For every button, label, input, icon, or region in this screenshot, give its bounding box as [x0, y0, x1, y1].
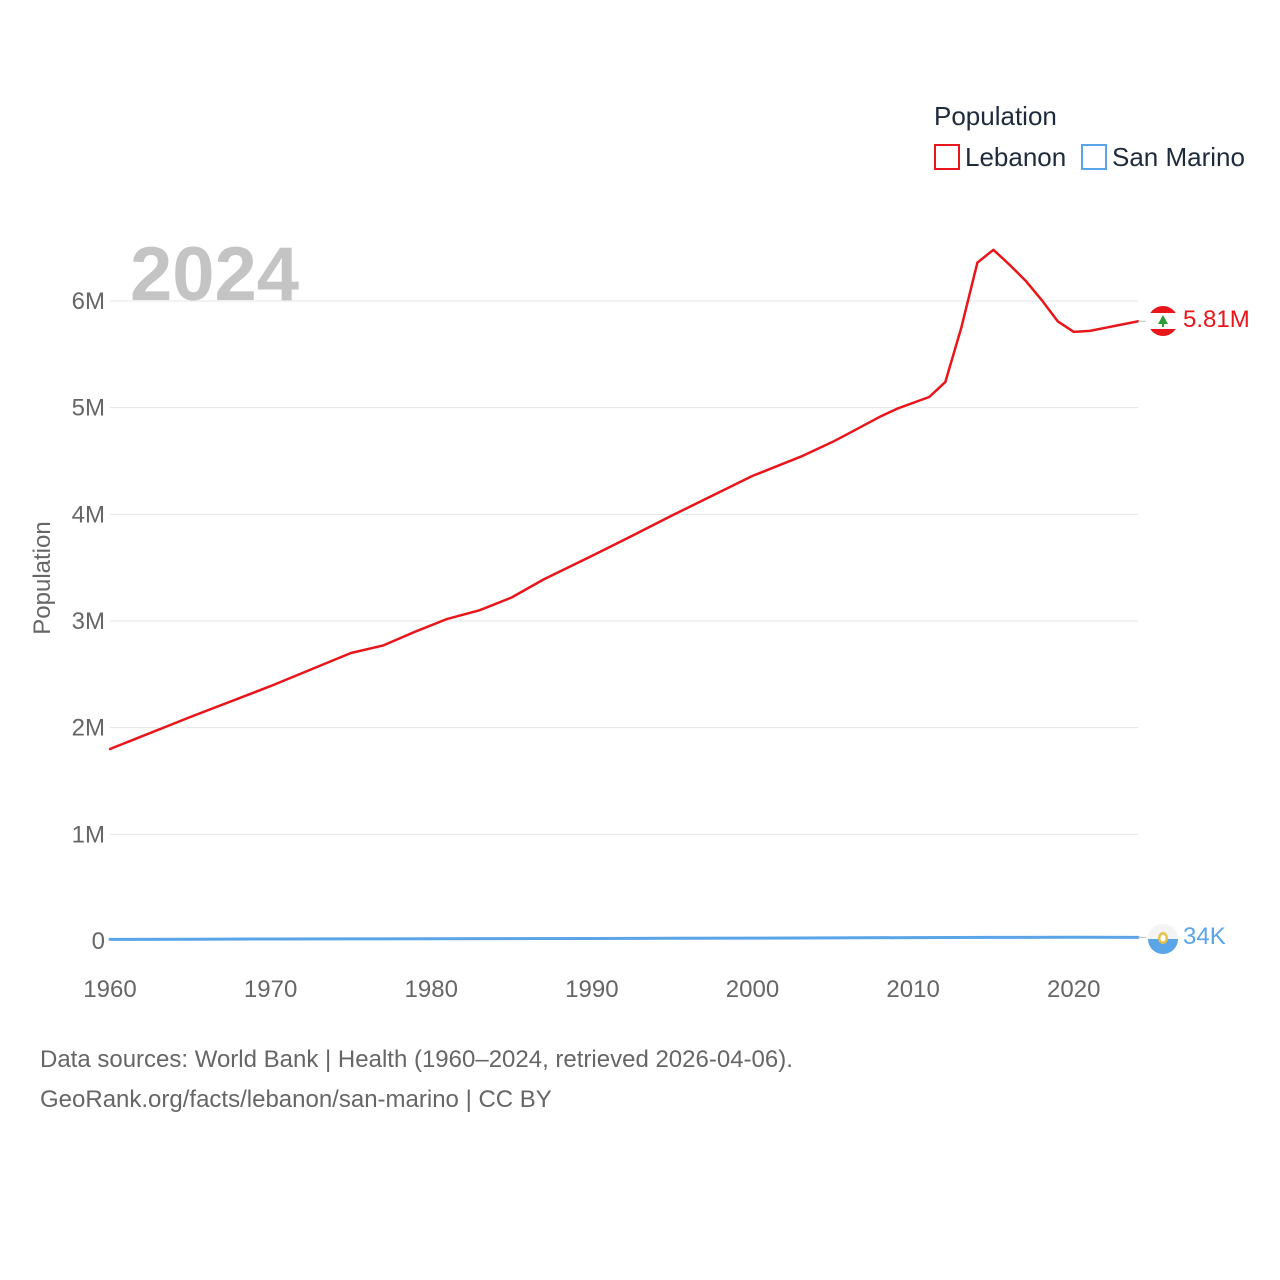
series-line-san-marino[interactable]	[108, 935, 1140, 941]
series-line-lebanon[interactable]	[108, 248, 1140, 751]
chart-footer: Data sources: World Bank | Health (1960–…	[40, 1040, 793, 1120]
data-sources-note: Data sources: World Bank | Health (1960–…	[40, 1046, 793, 1073]
end-label-san-marino: 34K	[1183, 923, 1226, 950]
x-axis-ticks: 1960 1970 1980 1990 2000 2010 2020	[83, 976, 1100, 1003]
legend-item-san-marino[interactable]: San Marino	[1081, 142, 1245, 172]
y-tick-label: 2M	[72, 715, 105, 742]
x-tick-label: 2020	[1047, 976, 1100, 1003]
gridlines	[110, 300, 1138, 835]
legend-item-lebanon[interactable]: Lebanon	[934, 142, 1066, 172]
end-label-lebanon: 5.81M	[1183, 306, 1250, 333]
legend-label-lebanon: Lebanon	[965, 142, 1066, 172]
legend-swatch-san-marino	[1081, 144, 1107, 170]
lebanon-flag-icon	[1148, 306, 1178, 336]
series-lines	[108, 248, 1146, 941]
y-tick-label: 3M	[72, 608, 105, 635]
y-tick-label: 0	[92, 928, 105, 955]
y-axis-label: Population	[29, 521, 56, 634]
x-tick-label: 1970	[244, 976, 297, 1003]
y-tick-label: 5M	[72, 395, 105, 422]
san-marino-flag-icon	[1148, 924, 1178, 954]
x-tick-label: 1990	[565, 976, 618, 1003]
x-tick-label: 2000	[726, 976, 779, 1003]
source-link[interactable]: GeoRank.org/facts/lebanon/san-marino | C…	[40, 1086, 552, 1113]
legend: Population Lebanon San Marino	[934, 101, 1245, 172]
legend-swatch-lebanon	[934, 144, 960, 170]
population-line-chart: 0 1M 2M 3M 4M 5M 6M 1960 1970 1980 1990 2000 2010 20…	[29, 101, 1250, 1003]
y-tick-label: 1M	[72, 821, 105, 848]
x-tick-label: 1960	[83, 976, 136, 1003]
x-tick-label: 1980	[405, 976, 458, 1003]
y-tick-label: 6M	[72, 288, 105, 315]
legend-title: Population	[934, 101, 1057, 131]
y-tick-label: 4M	[72, 501, 105, 528]
legend-label-san-marino: San Marino	[1112, 142, 1245, 172]
x-tick-label: 2010	[886, 976, 939, 1003]
y-axis-ticks: 0 1M 2M 3M 4M 5M 6M	[72, 288, 105, 955]
chart-year-title: 2024	[130, 232, 299, 317]
